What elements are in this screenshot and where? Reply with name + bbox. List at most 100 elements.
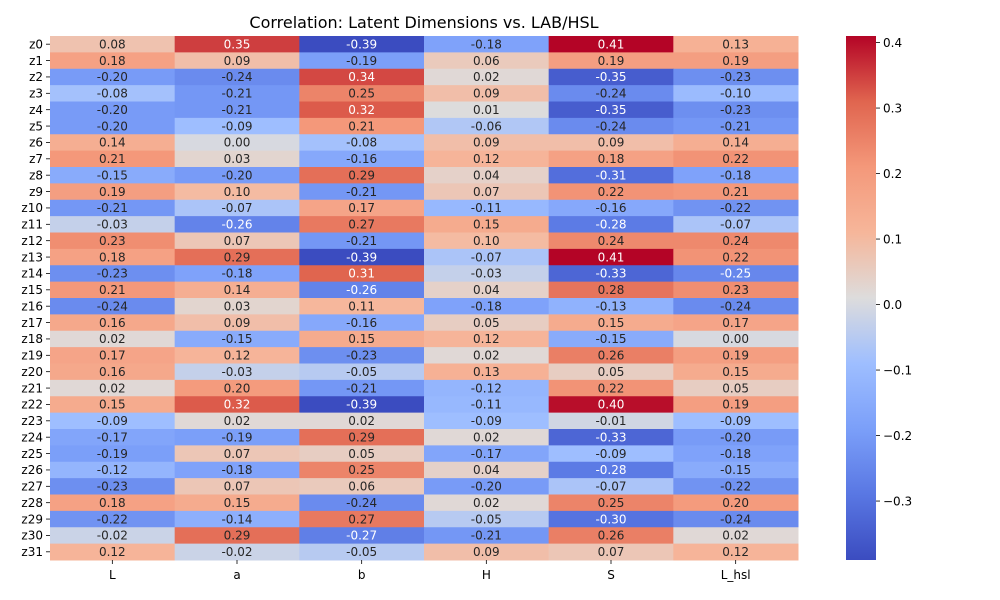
cell-label-z3-b: 0.25 <box>348 87 375 101</box>
cell-z28-L <box>50 494 176 512</box>
cell-z18-b <box>299 330 425 348</box>
cell-z25-S <box>548 445 674 463</box>
cell-label-z8-H: 0.04 <box>473 168 500 182</box>
row-label-z21: z21 <box>21 381 43 395</box>
cell-label-z28-L_hsl: 0.20 <box>722 496 749 510</box>
cell-label-z29-S: -0.30 <box>595 512 626 526</box>
cell-z29-b <box>299 510 425 528</box>
cell-label-z15-a: 0.14 <box>224 283 251 297</box>
cell-z20-a <box>174 363 300 381</box>
cell-label-z28-L: 0.18 <box>99 496 126 510</box>
cell-label-z29-a: -0.14 <box>221 512 252 526</box>
cell-label-z11-H: 0.15 <box>473 218 500 232</box>
cell-z2-L_hsl <box>673 68 799 86</box>
cell-label-z13-a: 0.29 <box>224 250 251 264</box>
cell-label-z4-L: -0.20 <box>97 103 128 117</box>
cell-z21-S <box>548 379 674 397</box>
cell-z11-L_hsl <box>673 216 799 233</box>
cell-label-z29-H: -0.05 <box>471 512 502 526</box>
cell-z21-H <box>424 379 550 397</box>
row-label-z24: z24 <box>21 430 43 444</box>
cell-label-z10-a: -0.07 <box>221 201 252 215</box>
cell-label-z7-S: 0.18 <box>598 152 625 166</box>
cell-z23-a <box>174 412 300 430</box>
row-label-z18: z18 <box>21 332 43 346</box>
cell-z13-a <box>174 248 300 266</box>
cell-label-z12-H: 0.10 <box>473 234 500 248</box>
cell-z19-L <box>50 347 176 364</box>
cell-label-z18-S: -0.15 <box>595 332 626 346</box>
cell-z31-b <box>299 543 425 561</box>
cell-z14-H <box>424 265 550 283</box>
cell-label-z16-S: -0.13 <box>595 299 626 313</box>
cell-label-z17-L: 0.16 <box>99 316 126 330</box>
column-label-S: S <box>607 568 615 582</box>
cell-label-z15-S: 0.28 <box>598 283 625 297</box>
cell-label-z14-b: 0.31 <box>348 267 375 281</box>
cell-z12-S <box>548 232 674 250</box>
cell-z5-L <box>50 117 176 135</box>
cell-z26-b <box>299 461 425 479</box>
cell-z6-L <box>50 134 176 152</box>
cell-z30-b <box>299 527 425 545</box>
cell-label-z30-H: -0.21 <box>471 529 502 543</box>
cell-z31-H <box>424 543 550 561</box>
cell-label-z0-b: -0.39 <box>346 37 377 51</box>
cell-label-z18-H: 0.12 <box>473 332 500 346</box>
cell-label-z3-L: -0.08 <box>97 87 128 101</box>
row-label-z26: z26 <box>21 463 43 477</box>
cell-z18-H <box>424 330 550 348</box>
cell-z25-L_hsl <box>673 445 799 463</box>
cell-z7-a <box>174 150 300 168</box>
cell-z7-L <box>50 150 176 168</box>
cell-label-z5-H: -0.06 <box>471 119 502 133</box>
cell-z23-L <box>50 412 176 430</box>
cell-label-z13-b: -0.39 <box>346 250 377 264</box>
cell-label-z10-L: -0.21 <box>97 201 128 215</box>
cell-z24-L_hsl <box>673 429 799 446</box>
cell-label-z20-L_hsl: 0.15 <box>722 365 749 379</box>
cell-label-z28-a: 0.15 <box>224 496 251 510</box>
cell-z29-H <box>424 510 550 528</box>
cell-z13-S <box>548 248 674 266</box>
cell-z15-b <box>299 281 425 299</box>
cell-label-z2-S: -0.35 <box>595 70 626 84</box>
cell-z26-H <box>424 461 550 479</box>
cell-label-z12-b: -0.21 <box>346 234 377 248</box>
cell-label-z14-L: -0.23 <box>97 267 128 281</box>
cell-z2-L <box>50 68 176 86</box>
cell-z10-H <box>424 199 550 217</box>
cell-z18-S <box>548 330 674 348</box>
cell-z8-L_hsl <box>673 167 799 184</box>
cell-label-z26-a: -0.18 <box>221 463 252 477</box>
cell-label-z3-a: -0.21 <box>221 87 252 101</box>
cell-z15-H <box>424 281 550 299</box>
cell-z17-S <box>548 314 674 332</box>
cell-label-z14-S: -0.33 <box>595 267 626 281</box>
cell-z0-L_hsl <box>673 36 799 53</box>
row-label-z17: z17 <box>21 316 43 330</box>
cell-z14-S <box>548 265 674 283</box>
cell-label-z8-L_hsl: -0.18 <box>720 168 751 182</box>
cell-z26-L <box>50 461 176 479</box>
cell-z11-H <box>424 216 550 233</box>
cell-label-z8-a: -0.20 <box>221 168 252 182</box>
cell-z24-H <box>424 429 550 446</box>
row-label-z27: z27 <box>21 480 43 494</box>
cell-label-z11-L_hsl: -0.07 <box>720 218 751 232</box>
cell-label-z13-L: 0.18 <box>99 250 126 264</box>
cell-label-z24-S: -0.33 <box>595 430 626 444</box>
cell-label-z2-a: -0.24 <box>221 70 252 84</box>
cell-label-z10-S: -0.16 <box>595 201 626 215</box>
cell-label-z1-H: 0.06 <box>473 54 500 68</box>
cell-label-z9-S: 0.22 <box>598 185 625 199</box>
cell-z5-b <box>299 117 425 135</box>
row-label-z1: z1 <box>29 54 43 68</box>
cell-z10-a <box>174 199 300 217</box>
row-label-z4: z4 <box>29 103 43 117</box>
cell-label-z21-a: 0.20 <box>224 381 251 395</box>
cell-label-z25-L_hsl: -0.18 <box>720 447 751 461</box>
cell-z28-b <box>299 494 425 512</box>
cell-label-z31-L: 0.12 <box>99 545 126 559</box>
cell-z15-L_hsl <box>673 281 799 299</box>
